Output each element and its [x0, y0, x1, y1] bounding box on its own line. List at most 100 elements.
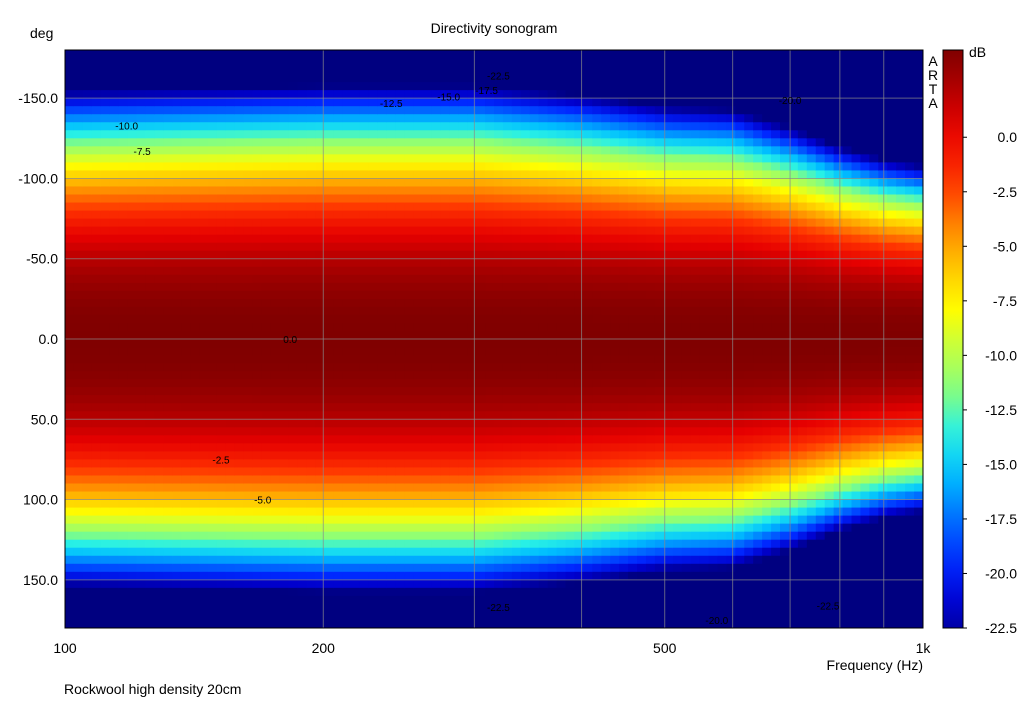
- heatmap-cell: [395, 451, 406, 461]
- heatmap-cell: [449, 130, 459, 139]
- heatmap-cell: [342, 58, 352, 67]
- heatmap-cell: [672, 122, 683, 131]
- heatmap-cell: [154, 483, 164, 493]
- heatmap-cell: [592, 427, 602, 436]
- heatmap-cell: [413, 186, 424, 196]
- heatmap-cell: [565, 162, 576, 172]
- heatmap-cell: [494, 170, 504, 180]
- heatmap-cell: [520, 595, 531, 605]
- heatmap-cell: [181, 523, 191, 533]
- heatmap-cell: [118, 218, 129, 228]
- heatmap-cell: [458, 50, 468, 59]
- heatmap-cell: [351, 435, 361, 444]
- heatmap-cell: [458, 459, 468, 469]
- heatmap-cell: [610, 363, 620, 372]
- heatmap-cell: [73, 491, 84, 501]
- heatmap-cell: [467, 363, 477, 372]
- heatmap-cell: [342, 82, 352, 91]
- heatmap-cell: [279, 322, 290, 332]
- heatmap-cell: [413, 603, 424, 613]
- heatmap-cell: [181, 547, 191, 557]
- heatmap-cell: [315, 114, 325, 123]
- heatmap-cell: [601, 411, 611, 420]
- heatmap-cell: [261, 531, 272, 541]
- heatmap-cell: [476, 98, 486, 107]
- heatmap-cell: [118, 90, 129, 99]
- heatmap-cell: [270, 411, 281, 420]
- heatmap-cell: [208, 74, 218, 83]
- heatmap-cell: [663, 58, 674, 67]
- heatmap-cell: [467, 611, 477, 621]
- heatmap-cell: [485, 58, 495, 67]
- heatmap-cell: [181, 58, 191, 67]
- heatmap-cell: [288, 387, 298, 396]
- heatmap-cell: [654, 579, 665, 589]
- heatmap-cell: [252, 571, 263, 581]
- heatmap-cell: [73, 58, 84, 67]
- heatmap-cell: [422, 371, 433, 380]
- heatmap-cell: [654, 459, 665, 469]
- heatmap-cell: [297, 66, 307, 75]
- heatmap-cell: [654, 467, 665, 477]
- heatmap-cell: [145, 50, 155, 59]
- heatmap-cell: [208, 106, 218, 115]
- heatmap-cell: [628, 555, 638, 565]
- heatmap-cell: [306, 170, 316, 180]
- heatmap-cell: [100, 234, 111, 244]
- heatmap-cell: [440, 347, 450, 356]
- heatmap-cell: [592, 603, 602, 613]
- heatmap-cell: [583, 355, 593, 364]
- heatmap-cell: [288, 218, 298, 228]
- heatmap-cell: [279, 563, 290, 573]
- heatmap-cell: [395, 322, 406, 332]
- heatmap-cell: [333, 579, 343, 589]
- heatmap-cell: [467, 130, 477, 139]
- heatmap-cell: [395, 202, 406, 212]
- heatmap-cell: [395, 234, 406, 244]
- heatmap-cell: [100, 122, 111, 131]
- heatmap-cell: [234, 186, 245, 196]
- heatmap-cell: [199, 379, 209, 388]
- heatmap-cell: [529, 547, 540, 557]
- heatmap-cell: [127, 515, 138, 525]
- heatmap-cell: [404, 202, 415, 212]
- heatmap-cell: [315, 451, 325, 461]
- heatmap-cell: [181, 411, 191, 420]
- heatmap-cell: [315, 314, 325, 324]
- heatmap-cell: [199, 483, 209, 493]
- heatmap-cell: [458, 411, 468, 420]
- heatmap-cell: [163, 194, 173, 204]
- heatmap-cell: [520, 330, 531, 340]
- heatmap-cell: [574, 306, 584, 316]
- heatmap-cell: [342, 330, 352, 340]
- heatmap-cell: [547, 451, 558, 461]
- heatmap-cell: [395, 475, 406, 485]
- heatmap-cell: [672, 178, 683, 188]
- heatmap-cell: [351, 50, 361, 59]
- heatmap-cell: [511, 371, 522, 380]
- heatmap-cell: [565, 242, 576, 252]
- heatmap-cell: [386, 475, 397, 485]
- heatmap-cell: [172, 330, 182, 340]
- heatmap-cell: [234, 282, 245, 292]
- heatmap-cell: [359, 74, 370, 83]
- heatmap-cell: [163, 339, 173, 348]
- heatmap-cell: [279, 82, 290, 91]
- heatmap-cell: [476, 114, 486, 123]
- heatmap-cell: [645, 467, 656, 477]
- heatmap-cell: [529, 242, 540, 252]
- heatmap-cell: [663, 298, 674, 308]
- heatmap-cell: [619, 347, 629, 356]
- heatmap-cell: [109, 178, 120, 188]
- heatmap-cell: [368, 186, 379, 196]
- heatmap-cell: [136, 202, 147, 212]
- heatmap-cell: [163, 587, 173, 597]
- heatmap-cell: [243, 106, 254, 115]
- heatmap-cell: [306, 555, 316, 565]
- heatmap-cell: [297, 138, 307, 147]
- heatmap-cell: [672, 226, 683, 236]
- heatmap-cell: [243, 435, 254, 444]
- heatmap-cell: [163, 282, 173, 292]
- heatmap-cell: [306, 298, 316, 308]
- heatmap-cell: [422, 379, 433, 388]
